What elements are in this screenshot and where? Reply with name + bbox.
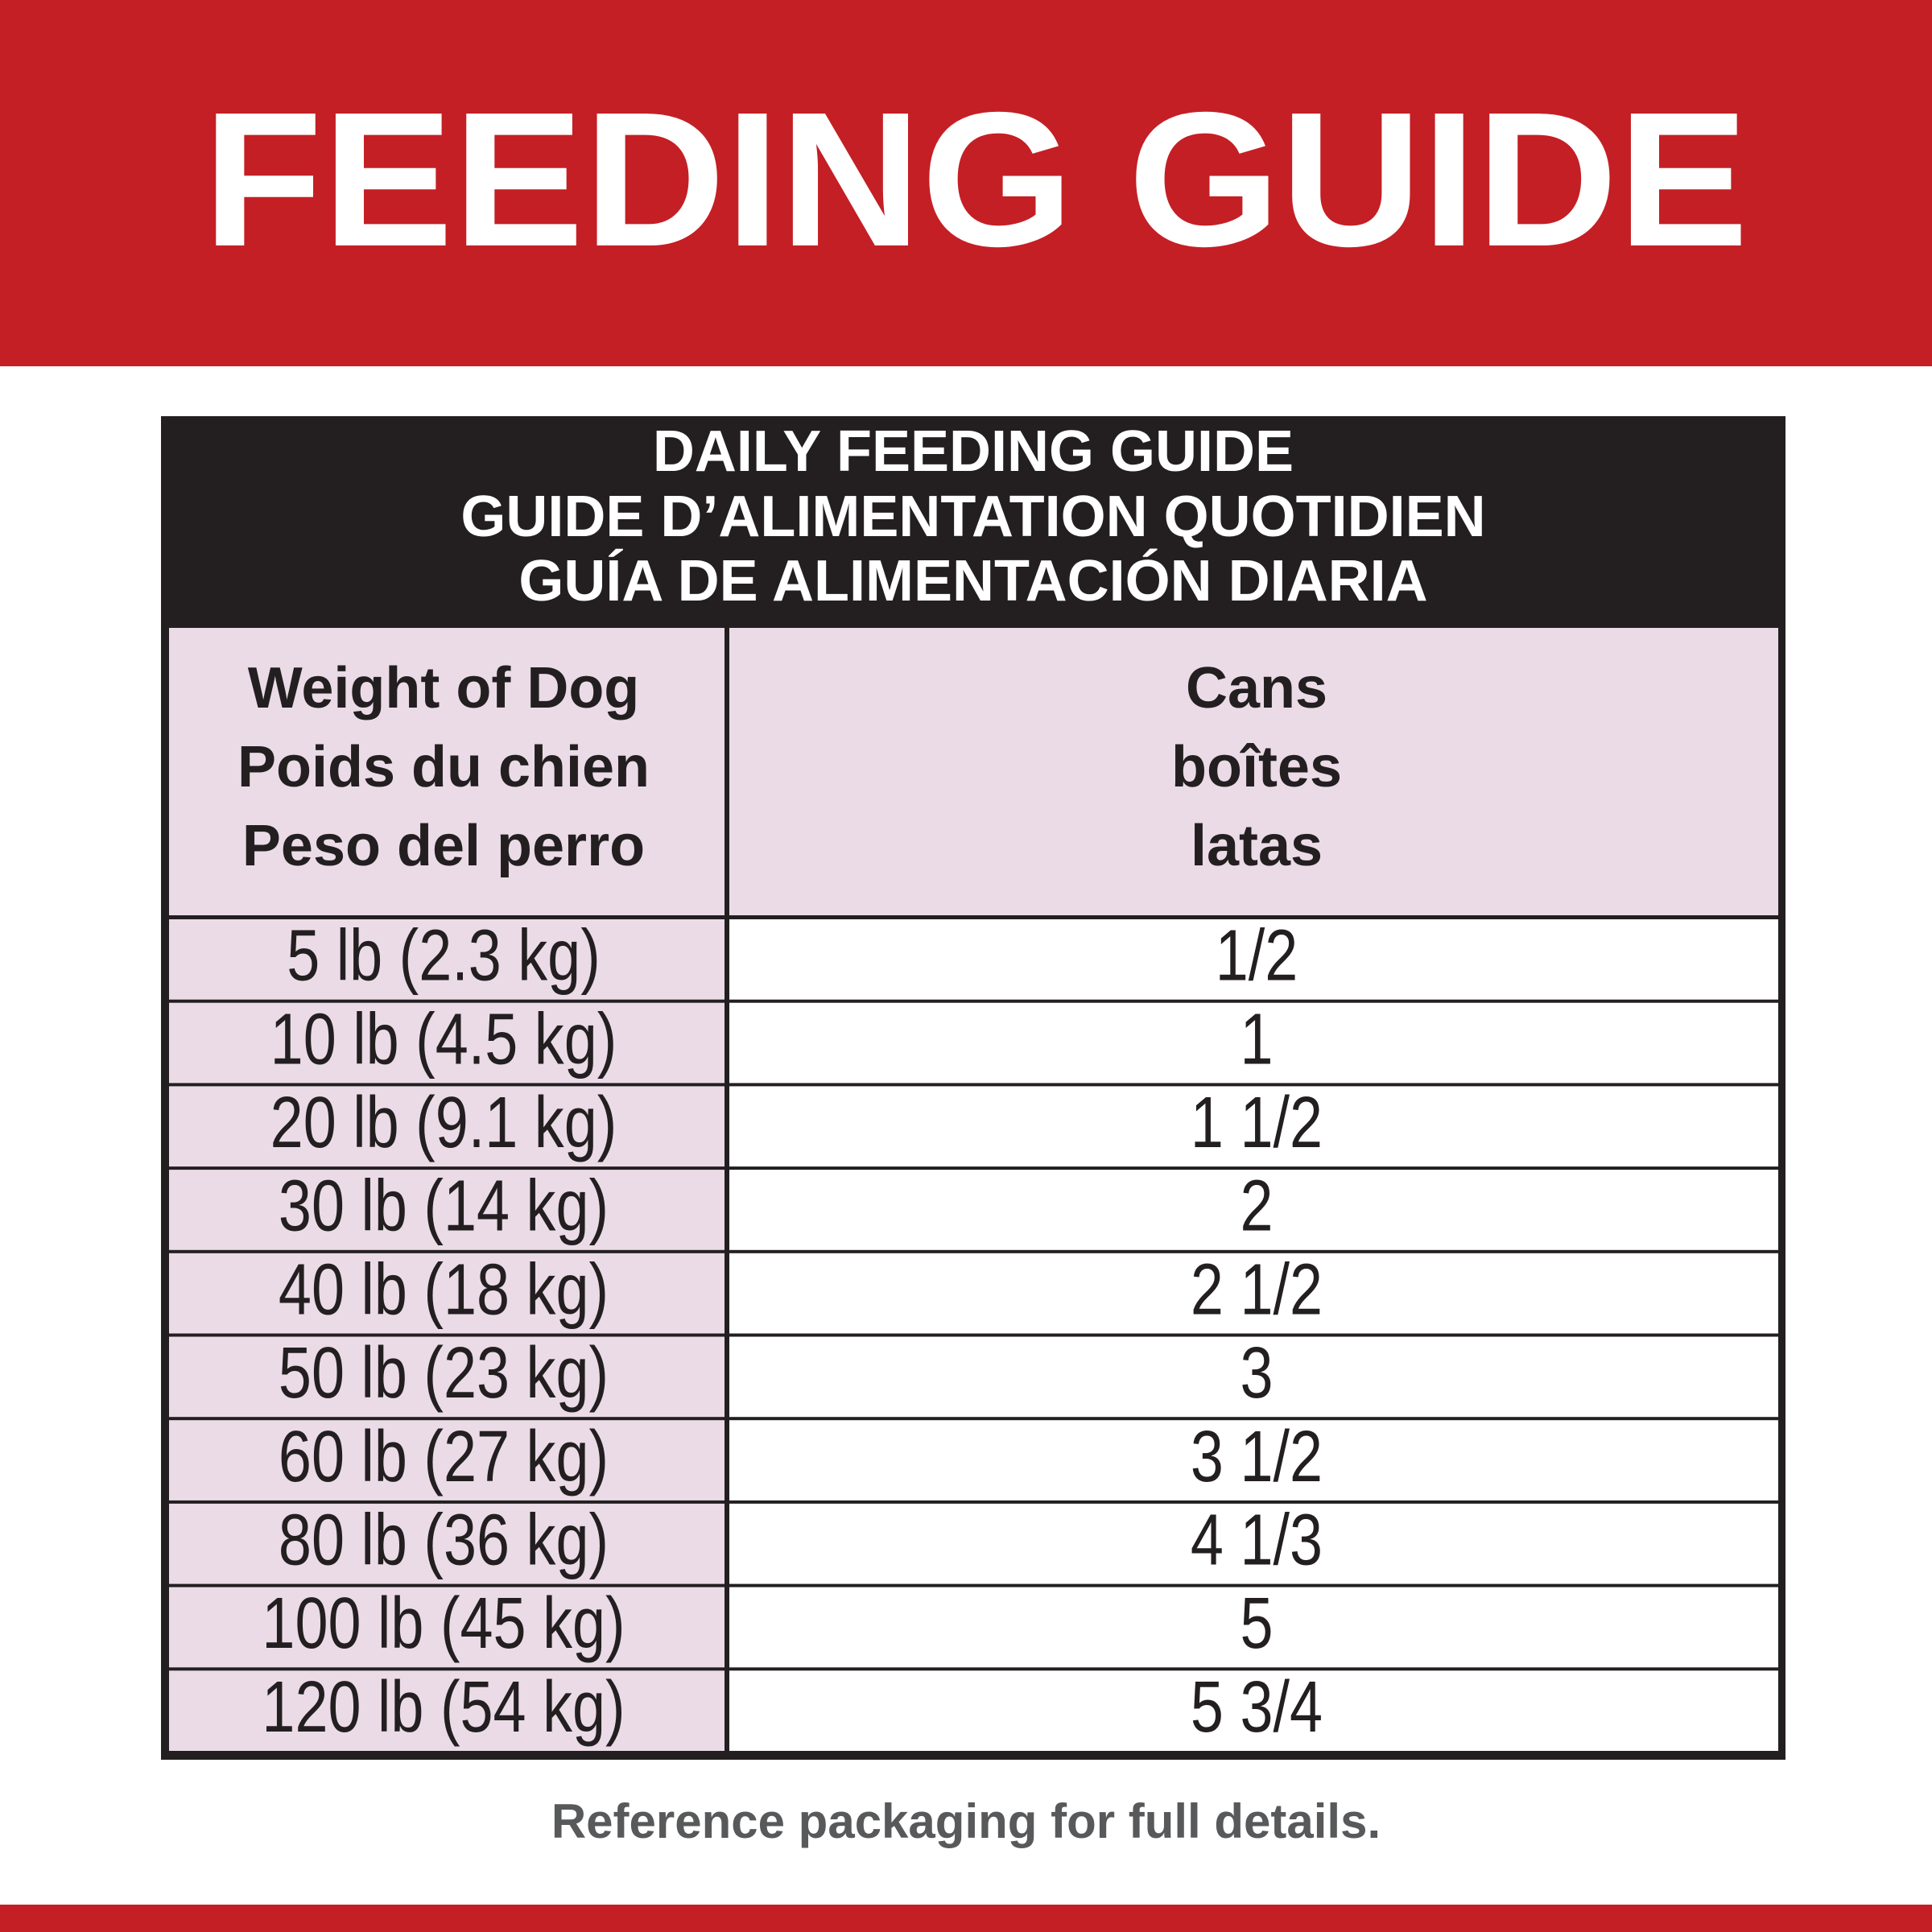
weight-value: 30 lb (14 kg) bbox=[279, 1166, 609, 1247]
cans-cell bbox=[729, 1336, 1778, 1418]
weight-value: 50 lb (23 kg) bbox=[279, 1333, 609, 1414]
cans-value: 3 1/2 bbox=[1191, 1417, 1323, 1497]
column-header: latas bbox=[1191, 814, 1323, 878]
weight-cell bbox=[169, 1503, 724, 1584]
footer-note: Reference packaging for full details. bbox=[551, 1794, 1381, 1848]
weight-cell bbox=[169, 1253, 724, 1334]
cans-value: 2 1/2 bbox=[1191, 1250, 1323, 1331]
cans-value: 3 bbox=[1240, 1333, 1273, 1414]
cans-value: 1/2 bbox=[1216, 916, 1298, 997]
cans-cell bbox=[729, 1170, 1778, 1250]
cans-value: 4 1/3 bbox=[1191, 1501, 1323, 1581]
cans-cell bbox=[729, 1420, 1778, 1501]
table-title-line: GUIDE D’ALIMENTATION QUOTIDIEN bbox=[460, 485, 1485, 549]
weight-cell bbox=[169, 1420, 724, 1501]
cans-cell bbox=[729, 1587, 1778, 1668]
cans-cell bbox=[729, 1670, 1778, 1751]
cans-value: 1 bbox=[1240, 999, 1273, 1080]
cans-cell bbox=[729, 1086, 1778, 1167]
weight-cell bbox=[169, 1086, 724, 1167]
weight-value: 120 lb (54 kg) bbox=[262, 1667, 625, 1748]
weight-cell bbox=[169, 1170, 724, 1250]
weight-value: 80 lb (36 kg) bbox=[279, 1501, 609, 1581]
cans-value: 1 1/2 bbox=[1191, 1083, 1323, 1163]
weight-value: 60 lb (27 kg) bbox=[279, 1417, 609, 1497]
weight-value: 10 lb (4.5 kg) bbox=[270, 999, 617, 1080]
column-header: boîtes bbox=[1171, 735, 1342, 799]
weight-cell bbox=[169, 919, 724, 1000]
weight-value: 40 lb (18 kg) bbox=[279, 1250, 609, 1331]
column-header: Cans bbox=[1186, 656, 1327, 720]
weight-value: 5 lb (2.3 kg) bbox=[287, 916, 601, 997]
header-cell bbox=[729, 628, 1778, 915]
weight-cell bbox=[169, 1336, 724, 1418]
weight-cell bbox=[169, 1002, 724, 1084]
cans-value: 5 3/4 bbox=[1191, 1667, 1323, 1748]
cans-cell bbox=[729, 1253, 1778, 1334]
page-title: FEEDING GUIDE bbox=[203, 73, 1748, 287]
weight-value: 20 lb (9.1 kg) bbox=[270, 1083, 617, 1163]
weight-value: 100 lb (45 kg) bbox=[262, 1583, 625, 1664]
column-header: Peso del perro bbox=[242, 814, 645, 878]
weight-cell bbox=[169, 1587, 724, 1668]
column-header: Poids du chien bbox=[237, 735, 650, 799]
cans-cell bbox=[729, 1002, 1778, 1084]
footer-band bbox=[0, 1905, 1932, 1932]
cans-cell bbox=[729, 919, 1778, 1000]
header-band bbox=[0, 0, 1932, 366]
cans-value: 5 bbox=[1240, 1583, 1273, 1664]
cans-value: 2 bbox=[1240, 1166, 1273, 1247]
weight-cell bbox=[169, 1670, 724, 1751]
table-title-line: GUÍA DE ALIMENTACIÓN DIARIA bbox=[518, 548, 1427, 613]
column-header: Weight of Dog bbox=[248, 656, 640, 720]
cans-cell bbox=[729, 1503, 1778, 1584]
table-title-line: DAILY FEEDING GUIDE bbox=[653, 419, 1294, 484]
header-cell bbox=[169, 628, 724, 915]
